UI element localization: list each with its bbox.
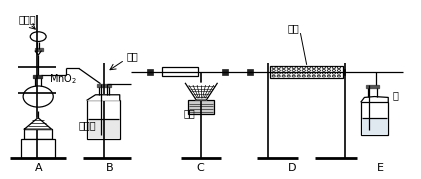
Ellipse shape xyxy=(327,70,330,71)
Ellipse shape xyxy=(307,67,310,69)
Ellipse shape xyxy=(322,70,325,71)
Ellipse shape xyxy=(282,75,285,77)
Text: MnO$_2$: MnO$_2$ xyxy=(50,72,77,86)
Text: 甲烷: 甲烷 xyxy=(127,52,139,62)
Ellipse shape xyxy=(317,72,320,74)
Text: A: A xyxy=(35,163,43,173)
Ellipse shape xyxy=(302,70,306,71)
Ellipse shape xyxy=(317,75,320,77)
Bar xyxy=(172,69,178,75)
Ellipse shape xyxy=(277,67,280,69)
Ellipse shape xyxy=(337,72,341,74)
Bar xyxy=(270,66,344,78)
Ellipse shape xyxy=(23,86,53,107)
Bar xyxy=(362,118,387,135)
Ellipse shape xyxy=(287,67,290,69)
Bar xyxy=(162,67,197,76)
Ellipse shape xyxy=(327,67,330,69)
Ellipse shape xyxy=(297,67,301,69)
Ellipse shape xyxy=(312,70,315,71)
Bar xyxy=(247,69,253,75)
Polygon shape xyxy=(87,95,120,100)
Text: 光照: 光照 xyxy=(183,108,195,118)
Ellipse shape xyxy=(307,70,310,71)
Ellipse shape xyxy=(272,75,275,77)
Ellipse shape xyxy=(277,70,280,71)
Ellipse shape xyxy=(302,67,306,69)
Bar xyxy=(88,119,119,139)
Ellipse shape xyxy=(292,67,296,69)
Ellipse shape xyxy=(272,72,275,74)
Ellipse shape xyxy=(297,75,301,77)
Ellipse shape xyxy=(287,75,290,77)
Ellipse shape xyxy=(327,72,330,74)
Ellipse shape xyxy=(277,75,280,77)
Bar xyxy=(33,75,43,78)
Ellipse shape xyxy=(312,72,315,74)
Ellipse shape xyxy=(302,72,306,74)
Text: C: C xyxy=(196,163,204,173)
Text: D: D xyxy=(288,163,296,173)
Ellipse shape xyxy=(272,67,275,69)
Bar xyxy=(188,100,214,114)
Ellipse shape xyxy=(322,72,325,74)
Ellipse shape xyxy=(282,72,285,74)
Bar xyxy=(87,100,120,139)
Ellipse shape xyxy=(282,70,285,71)
Ellipse shape xyxy=(337,75,341,77)
Ellipse shape xyxy=(277,72,280,74)
Ellipse shape xyxy=(282,67,285,69)
Bar xyxy=(361,102,388,135)
Bar xyxy=(366,85,378,88)
Ellipse shape xyxy=(297,72,301,74)
Ellipse shape xyxy=(312,75,315,77)
Ellipse shape xyxy=(307,75,310,77)
Ellipse shape xyxy=(332,67,336,69)
Bar xyxy=(308,69,314,75)
Ellipse shape xyxy=(312,67,315,69)
Text: 浓硫酸: 浓硫酸 xyxy=(79,120,96,130)
Bar xyxy=(222,69,228,75)
Bar xyxy=(21,139,54,158)
Ellipse shape xyxy=(297,70,301,71)
Ellipse shape xyxy=(287,72,290,74)
Ellipse shape xyxy=(317,67,320,69)
Text: B: B xyxy=(107,163,114,173)
Ellipse shape xyxy=(272,70,275,71)
Bar xyxy=(147,69,153,75)
Text: 水: 水 xyxy=(392,90,398,100)
Ellipse shape xyxy=(332,70,336,71)
Ellipse shape xyxy=(322,75,325,77)
Text: E: E xyxy=(376,163,384,173)
Bar xyxy=(97,84,111,87)
Ellipse shape xyxy=(327,75,330,77)
Ellipse shape xyxy=(302,75,306,77)
Bar xyxy=(339,69,345,75)
Bar xyxy=(24,129,52,139)
Ellipse shape xyxy=(292,72,296,74)
Ellipse shape xyxy=(337,67,341,69)
Text: 石棉: 石棉 xyxy=(288,23,300,33)
Ellipse shape xyxy=(292,70,296,71)
Ellipse shape xyxy=(332,75,336,77)
Ellipse shape xyxy=(307,72,310,74)
Ellipse shape xyxy=(332,72,336,74)
Polygon shape xyxy=(185,83,217,100)
Ellipse shape xyxy=(292,75,296,77)
Ellipse shape xyxy=(322,67,325,69)
Ellipse shape xyxy=(317,70,320,71)
Ellipse shape xyxy=(30,32,46,42)
Text: 浓盐酸: 浓盐酸 xyxy=(18,14,36,25)
Polygon shape xyxy=(24,118,52,129)
Ellipse shape xyxy=(337,70,341,71)
Ellipse shape xyxy=(287,70,290,71)
Bar xyxy=(35,49,43,51)
